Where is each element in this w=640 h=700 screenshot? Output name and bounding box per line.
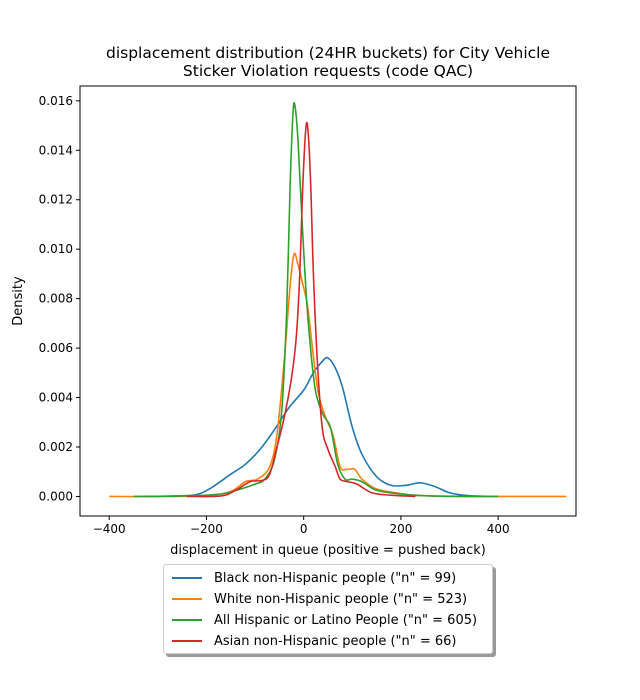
y-tick-label: 0.012 <box>39 193 73 207</box>
y-tick-label: 0.004 <box>39 391 73 405</box>
legend-entry: All Hispanic or Latino People ("n" = 605… <box>172 610 477 630</box>
x-tick-label: 200 <box>389 522 412 536</box>
plot-frame <box>79 85 577 517</box>
y-tick-label: 0.014 <box>39 143 73 157</box>
x-axis-label: displacement in queue (positive = pushed… <box>170 543 486 558</box>
series-lines <box>109 101 567 498</box>
legend-label: All Hispanic or Latino People ("n" = 605… <box>214 612 478 628</box>
y-tick-label: 0.008 <box>39 292 73 306</box>
y-tick-label: 0.000 <box>39 489 73 503</box>
y-tick-label: 0.010 <box>39 242 73 256</box>
legend-entry: Asian non-Hispanic people ("n" = 66) <box>172 631 457 651</box>
legend-label: Asian non-Hispanic people ("n" = 66) <box>214 633 457 649</box>
series-line-2 <box>133 101 499 498</box>
y-tick-label: 0.006 <box>39 341 73 355</box>
legend-swatch-black <box>172 577 202 579</box>
axis-ticks: −400 −200 0 200 400 0.000 0.002 0.004 0.006 0.008… <box>39 94 510 536</box>
legend-swatch-asian <box>172 640 202 642</box>
legend-entry: Black non-Hispanic people ("n" = 99) <box>172 568 456 588</box>
y-tick-label: 0.016 <box>39 94 73 108</box>
legend-entry: White non-Hispanic people ("n" = 523) <box>172 589 467 609</box>
x-tick-label: 0 <box>300 522 308 536</box>
legend-label: White non-Hispanic people ("n" = 523) <box>214 591 468 607</box>
legend: Black non-Hispanic people ("n" = 99) Whi… <box>163 564 493 654</box>
legend-swatch-white <box>172 598 202 600</box>
series-line-3 <box>186 121 416 498</box>
legend-label: Black non-Hispanic people ("n" = 99) <box>214 570 457 586</box>
chart-title-line-1: displacement distribution (24HR buckets)… <box>106 44 550 62</box>
chart-title-line-2: Sticker Violation requests (code QAC) <box>183 62 473 80</box>
x-tick-label: 400 <box>487 522 510 536</box>
x-tick-label: −400 <box>93 522 126 536</box>
y-tick-label: 0.002 <box>39 440 73 454</box>
series-line-0 <box>143 356 499 498</box>
x-tick-label: −200 <box>190 522 223 536</box>
y-axis-label: Density <box>11 276 26 326</box>
legend-swatch-hispanic <box>172 619 202 621</box>
